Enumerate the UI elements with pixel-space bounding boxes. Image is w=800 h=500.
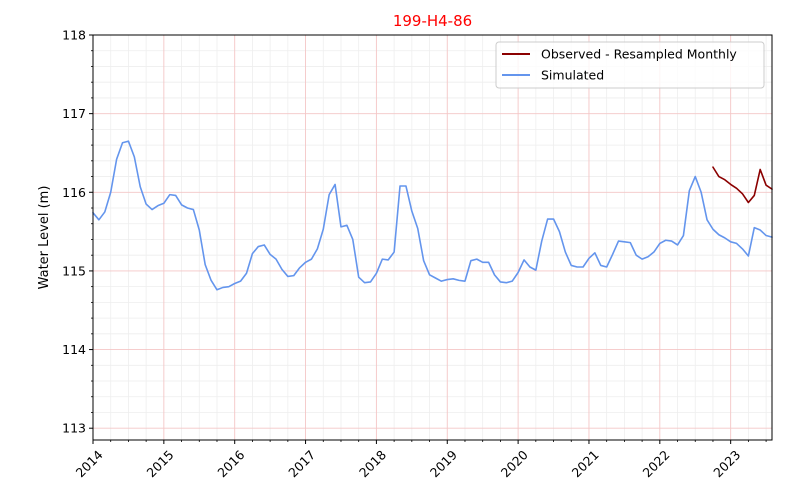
y-tick-label: 114 <box>62 342 86 357</box>
grid <box>92 34 772 440</box>
y-axis-label: Water Level (m) <box>37 186 52 290</box>
series-line-simulated <box>92 140 773 291</box>
legend: Observed - Resampled Monthly Simulated <box>495 41 765 89</box>
y-tick-label: 118 <box>62 28 86 43</box>
legend-label-observed: Observed - Resampled Monthly <box>541 47 737 62</box>
series-line-observed <box>712 166 773 204</box>
y-tick-label: 113 <box>62 421 86 436</box>
legend-label-simulated: Simulated <box>541 68 604 83</box>
chart-title: 199-H4-86 <box>393 12 472 30</box>
legend-box <box>495 41 765 89</box>
axes <box>92 34 773 441</box>
series-layer <box>92 140 773 291</box>
y-tick-label: 117 <box>62 106 86 121</box>
axes-frame <box>92 34 773 441</box>
y-tick-label: 115 <box>62 263 86 278</box>
y-tick-label: 116 <box>62 185 86 200</box>
plot-area <box>93 35 772 440</box>
